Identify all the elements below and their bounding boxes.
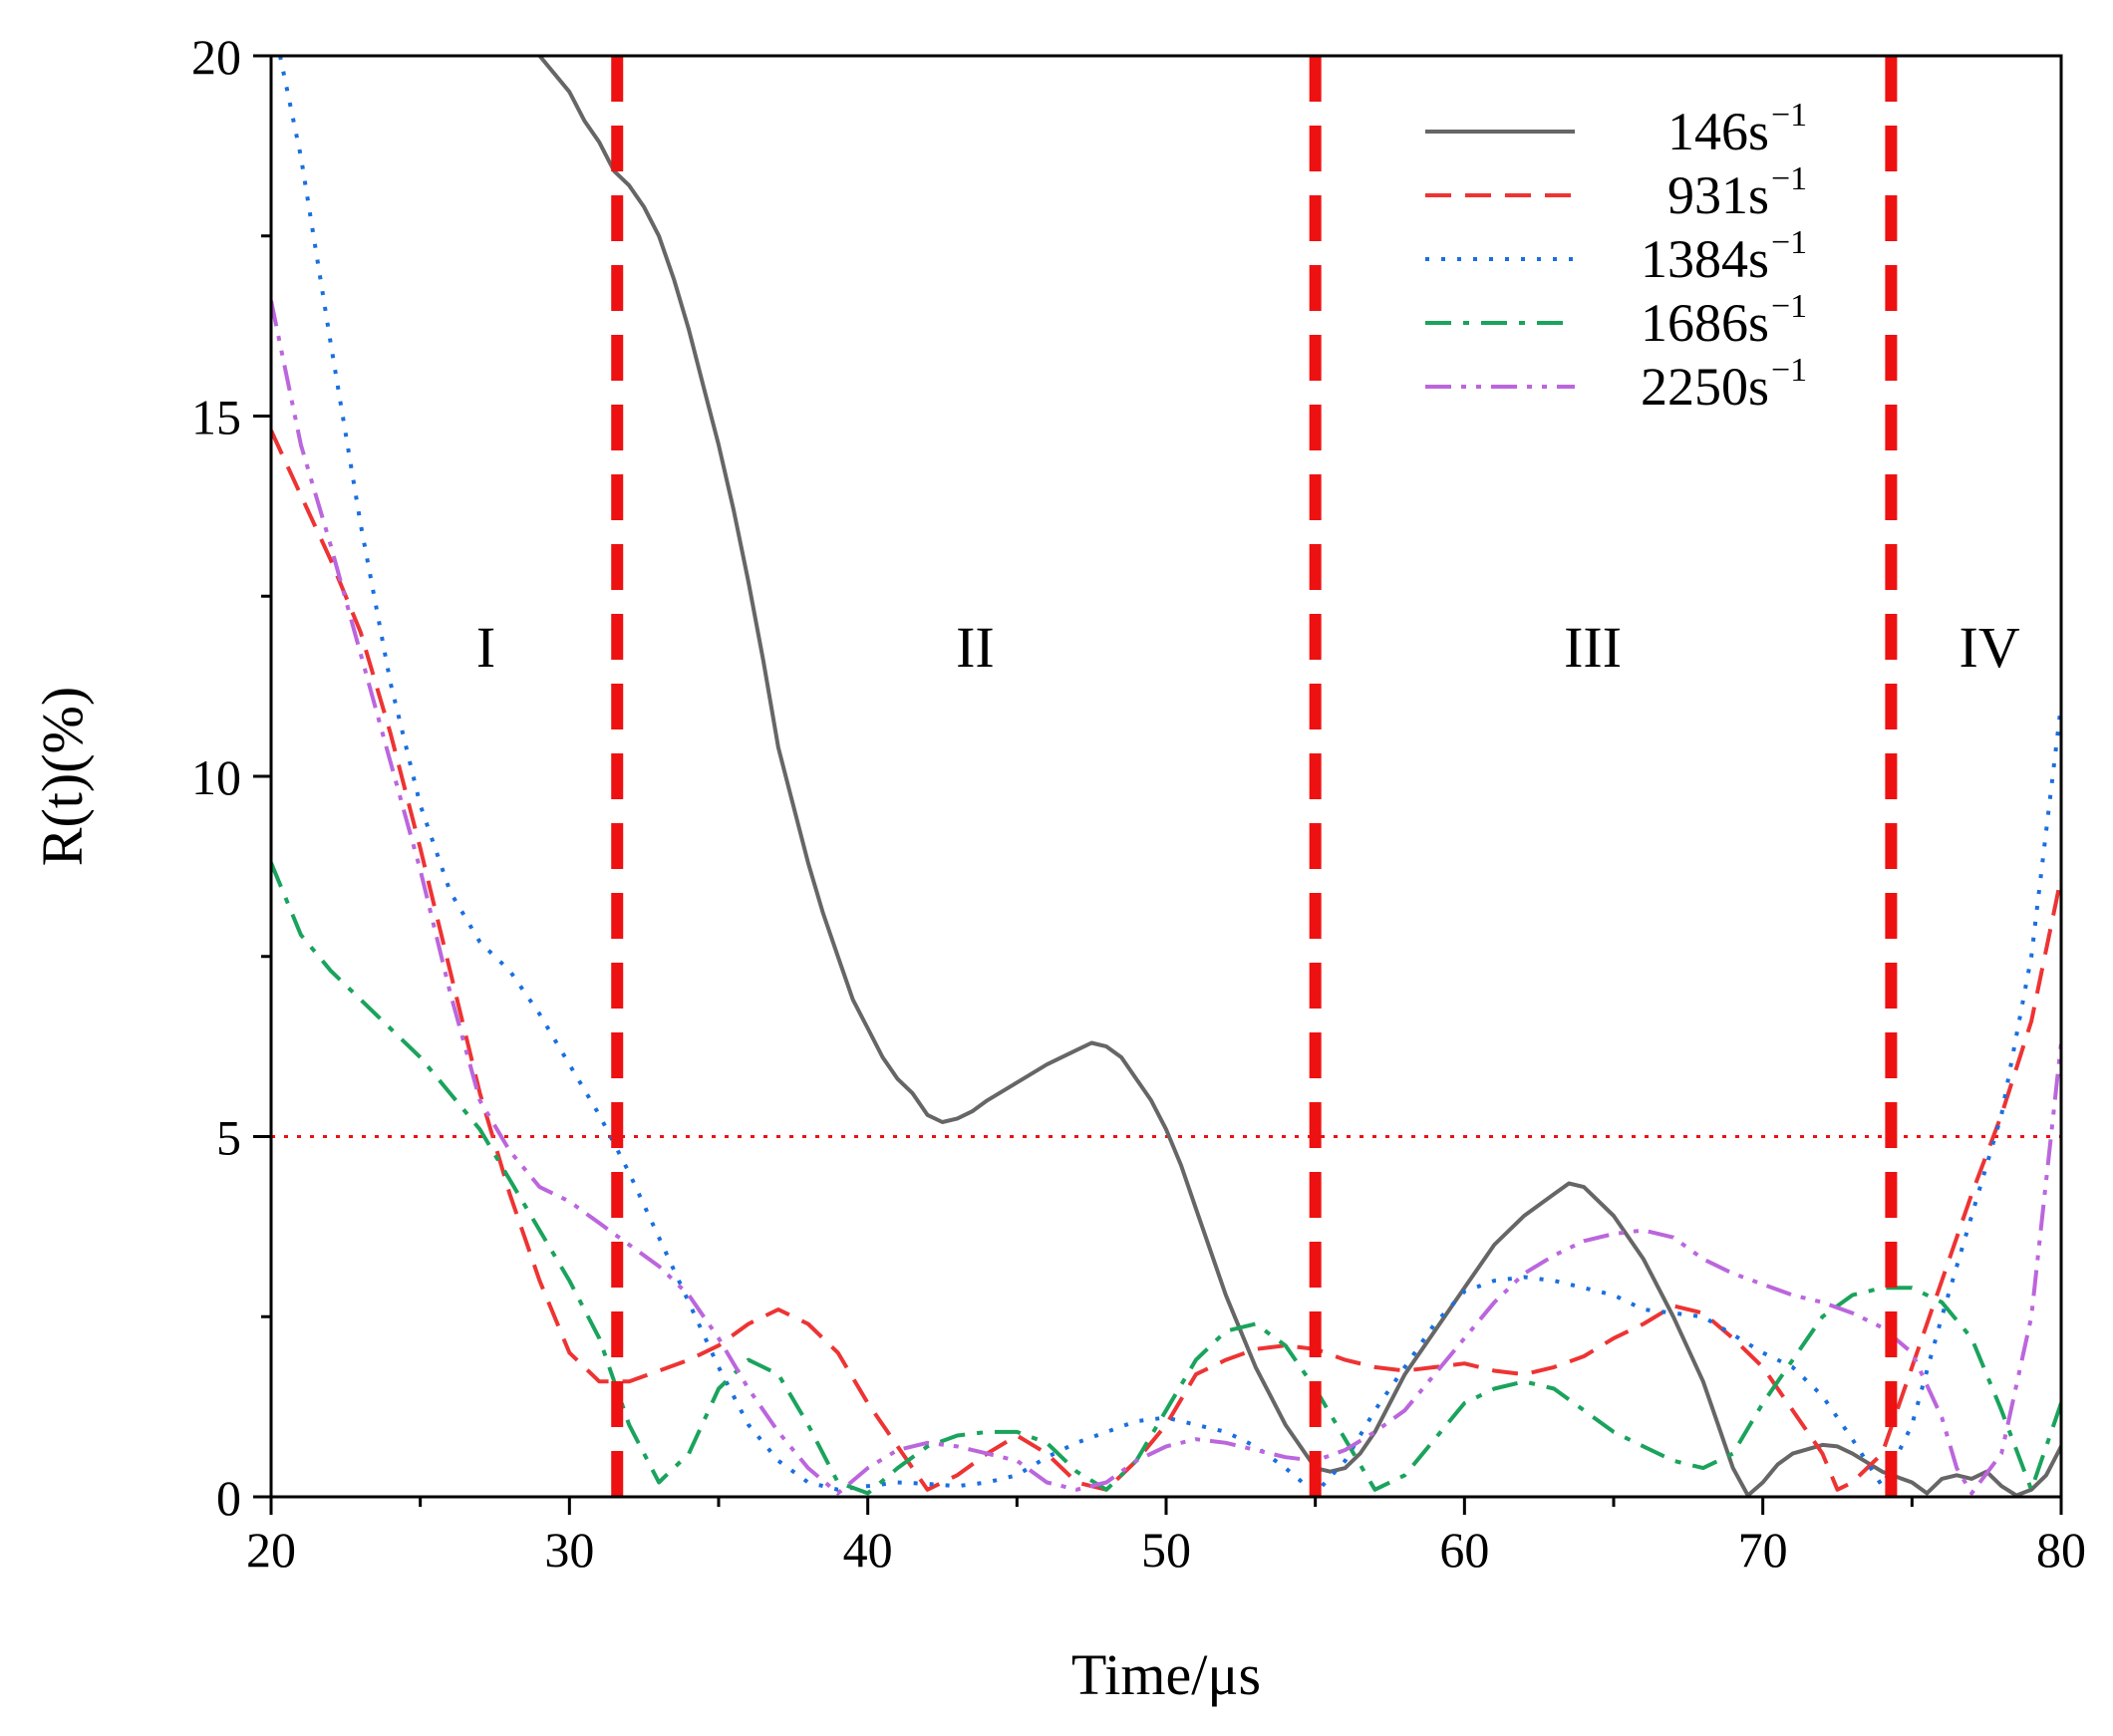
y-tick-label: 15 xyxy=(191,390,241,445)
y-tick-label: 5 xyxy=(216,1110,241,1166)
series-line-4 xyxy=(271,300,2061,1496)
legend-label-exponent-0: −1 xyxy=(1771,97,1807,134)
x-axis-title: Time/μs xyxy=(1071,1642,1261,1707)
region-label-2: III xyxy=(1564,615,1622,680)
series-line-3 xyxy=(271,862,2061,1496)
legend-label-exponent-3: −1 xyxy=(1771,288,1807,325)
legend-label-1: 931s xyxy=(1667,165,1769,225)
legend-label-4: 2250s xyxy=(1641,357,1769,417)
legend-label-exponent-4: −1 xyxy=(1771,352,1807,389)
legend-label-0: 146s xyxy=(1667,102,1769,161)
x-tick-label: 50 xyxy=(1141,1522,1191,1578)
legend-label-exponent-2: −1 xyxy=(1771,224,1807,261)
x-tick-label: 80 xyxy=(2036,1522,2086,1578)
y-tick-label: 0 xyxy=(216,1470,241,1526)
y-tick-label: 20 xyxy=(191,29,241,85)
region-label-1: II xyxy=(956,615,995,680)
x-tick-label: 20 xyxy=(246,1522,296,1578)
y-tick-label: 10 xyxy=(191,749,241,805)
legend-label-exponent-1: −1 xyxy=(1771,160,1807,197)
series-line-0 xyxy=(537,56,2061,1497)
x-tick-label: 70 xyxy=(1738,1522,1788,1578)
legend-label-2: 1384s xyxy=(1641,229,1769,289)
x-tick-label: 40 xyxy=(843,1522,893,1578)
x-tick-label: 60 xyxy=(1439,1522,1489,1578)
series-line-1 xyxy=(271,430,2061,1492)
region-label-3: IV xyxy=(1960,615,2020,680)
axes-layer: 20 30 40 50 60 70 80 0 5 10 15 20 xyxy=(191,29,2086,1578)
region-label-0: I xyxy=(476,615,495,680)
legend-label-3: 1686s xyxy=(1641,293,1769,353)
y-axis-title: R(t)(%) xyxy=(30,687,95,866)
plot-data-layer: I II III IV xyxy=(271,56,2061,1497)
x-tick-label: 30 xyxy=(544,1522,594,1578)
series-line-2 xyxy=(278,56,2061,1496)
